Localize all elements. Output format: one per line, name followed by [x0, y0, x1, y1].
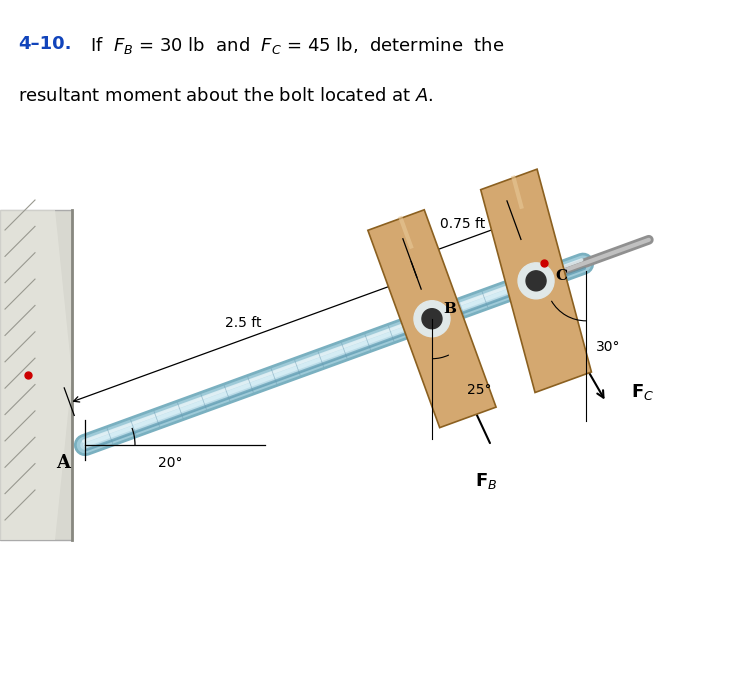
Polygon shape [368, 210, 496, 428]
Polygon shape [481, 169, 591, 393]
Text: 20°: 20° [158, 456, 182, 470]
Circle shape [526, 271, 546, 290]
Text: 2.5 ft: 2.5 ft [225, 315, 261, 330]
Text: A: A [56, 454, 70, 472]
Text: If  $F_B$ = 30 lb  and  $F_C$ = 45 lb,  determine  the: If $F_B$ = 30 lb and $F_C$ = 45 lb, dete… [90, 35, 505, 56]
Circle shape [414, 301, 450, 337]
Text: 30°: 30° [596, 340, 621, 354]
Text: 25°: 25° [467, 383, 491, 397]
Text: resultant moment about the bolt located at $A$.: resultant moment about the bolt located … [18, 87, 433, 105]
Text: 0.75 ft: 0.75 ft [440, 217, 485, 230]
Text: $\mathbf{F}_B$: $\mathbf{F}_B$ [475, 471, 497, 491]
Text: 4–10.: 4–10. [18, 35, 72, 53]
Circle shape [422, 308, 442, 328]
Circle shape [518, 263, 554, 299]
Text: B: B [443, 302, 457, 316]
Text: $\mathbf{F}_C$: $\mathbf{F}_C$ [631, 382, 654, 402]
Polygon shape [0, 210, 72, 540]
Text: C: C [555, 269, 567, 283]
Polygon shape [0, 210, 72, 540]
